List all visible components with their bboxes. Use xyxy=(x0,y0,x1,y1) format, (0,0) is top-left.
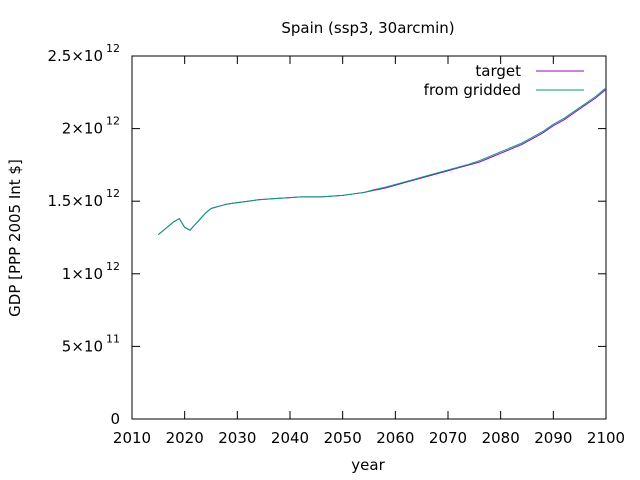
x-tick-label: 2050 xyxy=(324,429,362,447)
y-tick-mantissa: 2×10 xyxy=(62,120,103,138)
y-tick-mantissa: 1×10 xyxy=(62,265,103,283)
y-tick-mantissa: 1.5×10 xyxy=(47,192,103,210)
legend-label: target xyxy=(475,62,521,80)
y-tick-label: 5×10 11 xyxy=(62,332,120,355)
chart-title: Spain (ssp3, 30arcmin) xyxy=(281,19,454,37)
y-tick-label: 0 xyxy=(110,410,120,428)
y-tick-mantissa: 2.5×10 xyxy=(47,47,103,65)
x-tick-label: 2100 xyxy=(587,429,625,447)
y-tick-exponent: 12 xyxy=(106,42,120,55)
y-tick-exponent: 12 xyxy=(106,260,120,273)
axis-ticks: 2010 2020 2030 2040 2050 2060 2070 2080 2090 2100… xyxy=(47,42,625,447)
plot-frame xyxy=(131,55,607,420)
y-tick-label: 2×10 12 xyxy=(62,115,120,138)
y-tick-mantissa: 5×10 xyxy=(62,337,103,355)
y-tick-label: 1×10 12 xyxy=(62,260,120,283)
x-tick-label: 2060 xyxy=(376,429,414,447)
y-tick-exponent: 11 xyxy=(106,332,120,345)
y-tick-label: 2.5×10 12 xyxy=(47,42,120,65)
y-tick-label: 1.5×10 12 xyxy=(47,187,120,210)
x-tick-label: 2070 xyxy=(429,429,467,447)
x-tick-label: 2090 xyxy=(534,429,572,447)
series-line xyxy=(158,89,607,235)
legend-label: from gridded xyxy=(424,81,521,99)
x-tick-label: 2040 xyxy=(271,429,309,447)
series-line xyxy=(158,87,607,235)
y-axis-label: GDP [PPP 2005 Int $] xyxy=(6,159,24,317)
y-tick-exponent: 12 xyxy=(106,187,120,200)
x-tick-label: 2080 xyxy=(482,429,520,447)
y-tick-mantissa: 0 xyxy=(110,410,120,428)
series-lines xyxy=(158,87,607,235)
x-axis-label: year xyxy=(351,456,385,474)
x-tick-label: 2020 xyxy=(166,429,204,447)
x-tick-label: 2030 xyxy=(218,429,256,447)
x-tick-label: 2010 xyxy=(113,429,151,447)
y-tick-exponent: 12 xyxy=(106,115,120,128)
